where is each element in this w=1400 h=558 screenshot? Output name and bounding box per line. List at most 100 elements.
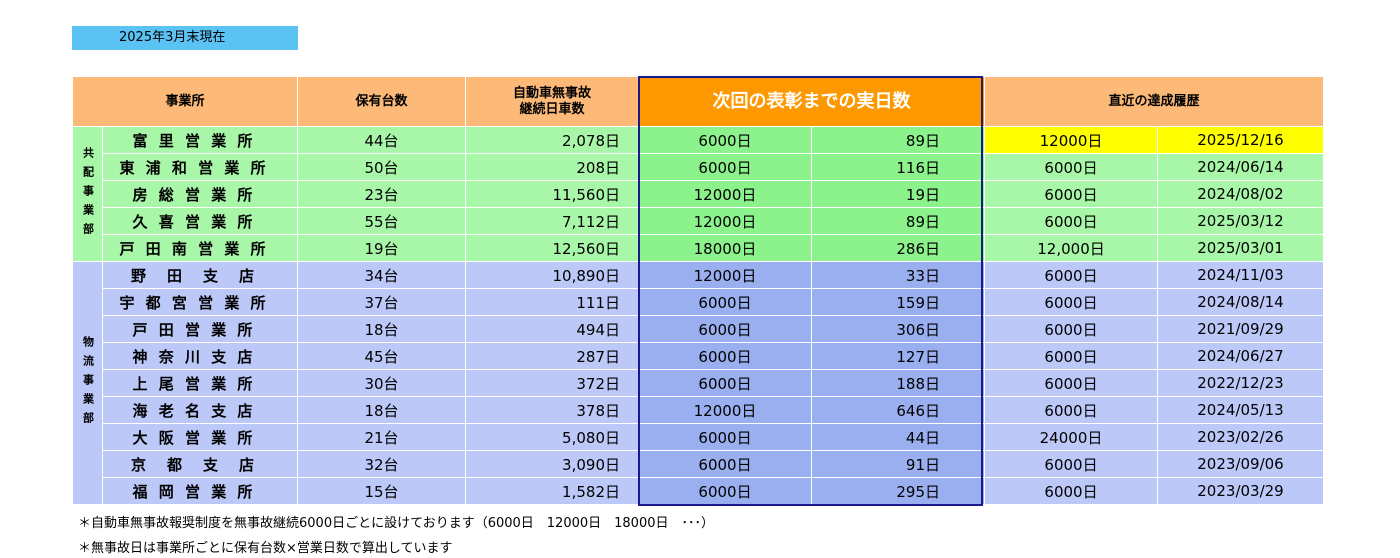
next-award-target: 6000日	[638, 315, 812, 343]
header-vehicles: 保有台数	[297, 76, 466, 127]
remaining-days: 89日	[811, 207, 985, 235]
as-of-label: 2025年3月末現在	[72, 26, 298, 50]
office-name: 神 奈 川 支 店	[102, 342, 298, 370]
recent-date: 2024/06/14	[1157, 153, 1324, 181]
recent-date: 2023/03/29	[1157, 477, 1324, 505]
recent-date: 2023/09/06	[1157, 450, 1324, 478]
remaining-days: 646日	[811, 396, 985, 424]
vehicle-count: 45台	[297, 342, 466, 370]
next-award-target: 12000日	[638, 261, 812, 289]
table-row: 大 阪 営 業 所 21台 5,080日 6000日 44日 24000日 2023/02/…	[73, 423, 1324, 451]
recent-date: 2024/11/03	[1157, 261, 1324, 289]
accident-free-days: 5,080日	[465, 423, 639, 451]
table-row: 宇 都 宮 営 業 所 37台 111日 6000日 159日 6000日 2024/08/…	[73, 288, 1324, 316]
next-award-target: 12000日	[638, 180, 812, 208]
accident-free-days: 378日	[465, 396, 639, 424]
recent-date: 2021/09/29	[1157, 315, 1324, 343]
office-name: 戸 田 南 営 業 所	[102, 234, 298, 262]
remaining-days: 19日	[811, 180, 985, 208]
next-award-target: 6000日	[638, 369, 812, 397]
remaining-days: 44日	[811, 423, 985, 451]
recent-award: 6000日	[984, 396, 1158, 424]
table-row: 戸 田 営 業 所 18台 494日 6000日 306日 6000日 2021/09/29	[73, 315, 1324, 343]
remaining-days: 91日	[811, 450, 985, 478]
recent-award: 6000日	[984, 153, 1158, 181]
recent-award: 6000日	[984, 342, 1158, 370]
remaining-days: 89日	[811, 126, 985, 154]
recent-award: 6000日	[984, 180, 1158, 208]
accident-free-days: 287日	[465, 342, 639, 370]
recent-date: 2024/08/02	[1157, 180, 1324, 208]
office-name: 富 里 営 業 所	[102, 126, 298, 154]
office-name: 東 浦 和 営 業 所	[102, 153, 298, 181]
vehicle-count: 21台	[297, 423, 466, 451]
table-row: 東 浦 和 営 業 所 50台 208日 6000日 116日 6000日 2024/06/…	[73, 153, 1324, 181]
office-name: 宇 都 宮 営 業 所	[102, 288, 298, 316]
next-award-target: 6000日	[638, 126, 812, 154]
remaining-days: 286日	[811, 234, 985, 262]
vehicle-count: 32台	[297, 450, 466, 478]
vehicle-count: 18台	[297, 315, 466, 343]
vehicle-count: 19台	[297, 234, 466, 262]
recent-date: 2022/12/23	[1157, 369, 1324, 397]
next-award-target: 6000日	[638, 450, 812, 478]
recent-award: 6000日	[984, 288, 1158, 316]
accident-free-days: 12,560日	[465, 234, 639, 262]
safety-record-table: 事業所 保有台数 自動車無事故 継続日車数 次回の表彰までの実日数 直近の達成履歴…	[72, 76, 1324, 505]
office-name: 京 都 支 店	[102, 450, 298, 478]
note-1: ＊自動車無事故報奨制度を無事故継続6000日ごとに設けております（6000日 1…	[78, 516, 714, 531]
next-award-target: 12000日	[638, 396, 812, 424]
table-row: 福 岡 営 業 所 15台 1,582日 6000日 295日 6000日 2023/03/…	[73, 477, 1324, 505]
next-award-target: 18000日	[638, 234, 812, 262]
recent-award: 6000日	[984, 207, 1158, 235]
table-row: 共配事業部富 里 営 業 所 44台 2,078日 6000日 89日 12000日 202…	[72, 126, 1324, 262]
next-award-target: 6000日	[638, 288, 812, 316]
vehicle-count: 55台	[297, 207, 466, 235]
header-days-line2: 継続日車数	[519, 101, 585, 117]
vehicle-count: 34台	[297, 261, 466, 289]
next-award-target: 6000日	[638, 153, 812, 181]
next-award-target: 6000日	[638, 477, 812, 505]
division-label: 共配事業部	[72, 126, 103, 262]
header-recent: 直近の達成履歴	[984, 76, 1324, 127]
recent-date: 2025/03/01	[1157, 234, 1324, 262]
remaining-days: 188日	[811, 369, 985, 397]
office-name: 上 尾 営 業 所	[102, 369, 298, 397]
office-name: 野 田 支 店	[102, 261, 298, 289]
next-award-target: 12000日	[638, 207, 812, 235]
office-name: 大 阪 営 業 所	[102, 423, 298, 451]
accident-free-days: 1,582日	[465, 477, 639, 505]
accident-free-days: 11,560日	[465, 180, 639, 208]
remaining-days: 159日	[811, 288, 985, 316]
table-row: 久 喜 営 業 所 55台 7,112日 12000日 89日 6000日 2025/03/…	[73, 207, 1324, 235]
header-days-line1: 自動車無事故	[512, 85, 591, 101]
office-name: 海 老 名 支 店	[102, 396, 298, 424]
recent-date: 2025/12/16	[1157, 126, 1324, 154]
recent-award: 6000日	[984, 369, 1158, 397]
vehicle-count: 37台	[297, 288, 466, 316]
note-2: ＊無事故日は事業所ごとに保有台数×営業日数で算出しています	[78, 541, 453, 556]
recent-award: 6000日	[984, 261, 1158, 289]
remaining-days: 127日	[811, 342, 985, 370]
accident-free-days: 494日	[465, 315, 639, 343]
remaining-days: 33日	[811, 261, 985, 289]
vehicle-count: 44台	[297, 126, 466, 154]
header-office: 事業所	[72, 76, 298, 127]
accident-free-days: 111日	[465, 288, 639, 316]
recent-award: 6000日	[984, 477, 1158, 505]
next-award-target: 6000日	[638, 342, 812, 370]
next-award-target: 6000日	[638, 423, 812, 451]
accident-free-days: 7,112日	[465, 207, 639, 235]
recent-award: 12,000日	[984, 234, 1158, 262]
table-row: 神 奈 川 支 店 45台 287日 6000日 127日 6000日 2024/06/27	[73, 342, 1324, 370]
office-name: 久 喜 営 業 所	[102, 207, 298, 235]
accident-free-days: 3,090日	[465, 450, 639, 478]
division-label: 物流事業部	[72, 261, 103, 505]
remaining-days: 295日	[811, 477, 985, 505]
table-row: 物流事業部野 田 支 店 34台 10,890日 12000日 33日 6000日 2024…	[72, 261, 1324, 505]
vehicle-count: 23台	[297, 180, 466, 208]
vehicle-count: 15台	[297, 477, 466, 505]
header-next: 次回の表彰までの実日数	[638, 76, 985, 127]
recent-date: 2024/05/13	[1157, 396, 1324, 424]
table-row: 戸 田 南 営 業 所 19台 12,560日 18000日 286日 12,000日 20…	[73, 234, 1324, 262]
